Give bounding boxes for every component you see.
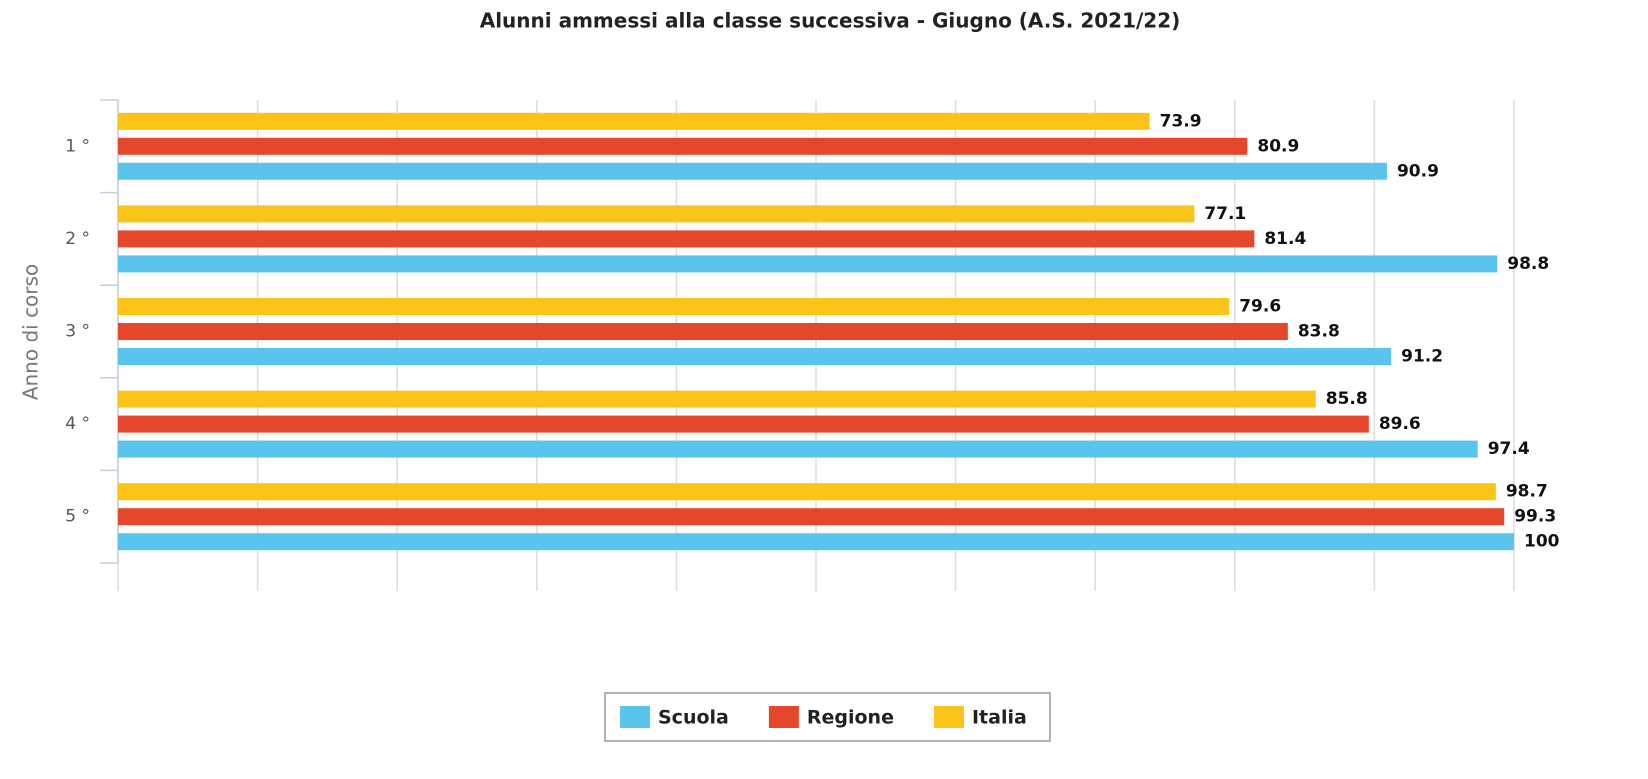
data-label: 79.6 [1239,297,1281,317]
bar [118,137,1248,155]
y-tick-label: 3 ° [65,322,90,342]
legend [604,692,1051,742]
bar [118,323,1288,340]
bar [118,390,1316,408]
bar [118,112,1150,130]
data-label: 77.1 [1204,204,1246,224]
legend-label: Regione [807,707,894,729]
legend-swatch [620,706,650,728]
data-label: 91.2 [1401,347,1443,367]
data-label: 80.9 [1257,136,1299,156]
bar [118,205,1195,223]
bar [118,298,1230,315]
data-label: 85.8 [1326,389,1368,409]
data-label: 83.8 [1298,322,1340,342]
y-tick-label: 1 ° [65,136,90,156]
data-label: 98.7 [1506,482,1548,502]
y-axis-label: Anno di corso [19,264,43,400]
legend-swatch [768,706,799,728]
bar [118,440,1478,458]
data-label: 98.8 [1507,254,1549,274]
bar [118,255,1498,273]
legend-swatch [933,706,964,728]
data-label: 90.9 [1397,161,1439,181]
data-label: 73.9 [1160,111,1202,131]
legend-label: Italia [972,707,1027,729]
data-label: 89.6 [1379,414,1421,434]
bar [118,162,1387,180]
bar [118,508,1505,526]
y-tick-label: 2 ° [65,229,90,249]
bar [118,533,1514,551]
bar [118,348,1392,365]
legend-label: Scuola [658,707,729,729]
data-label: 81.4 [1264,229,1306,249]
chart-title: Alunni ammessi alla classe successiva - … [480,9,1181,33]
y-tick-label: 4 ° [65,414,90,434]
bar [118,415,1369,433]
data-label: 97.4 [1488,439,1530,459]
bar [118,230,1255,248]
y-tick-label: 5 ° [65,507,90,527]
data-label: 100 [1524,532,1560,552]
bar [118,483,1496,501]
data-label: 99.3 [1514,507,1556,527]
